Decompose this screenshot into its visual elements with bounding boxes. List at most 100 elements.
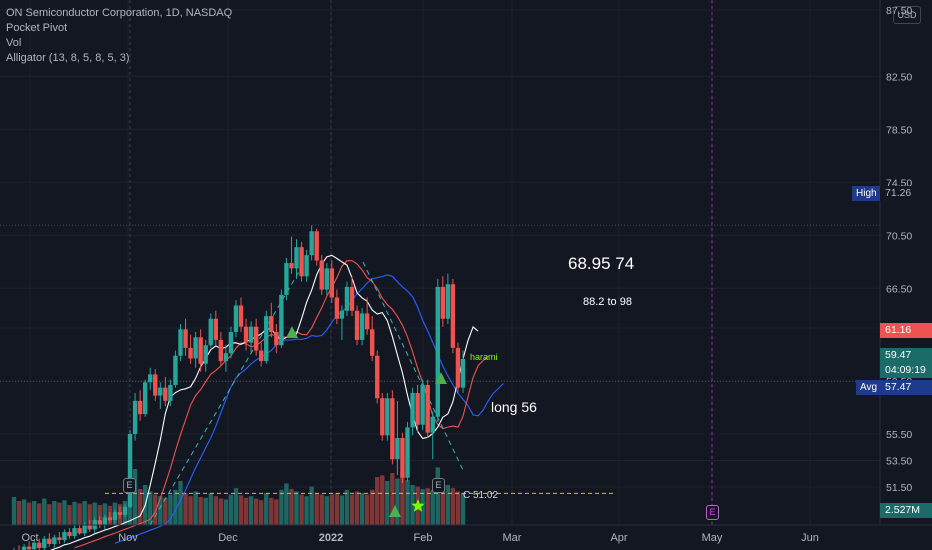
candle-body [309, 231, 314, 256]
volume-bar [420, 489, 425, 525]
pocket-pivot-triangle [389, 505, 401, 517]
volume-bar [92, 502, 97, 525]
c-value-label: C 51.02 [463, 490, 499, 501]
candle-body [112, 512, 118, 521]
candle-body [380, 398, 385, 436]
volume-bar [329, 494, 335, 525]
y-tick-label: 70.50 [886, 230, 912, 242]
volume-bar [430, 489, 435, 525]
candle-body [430, 416, 435, 433]
candle-body [37, 542, 42, 548]
volume-bar [132, 469, 138, 525]
volume-bar [178, 481, 183, 525]
volume-bar [375, 477, 380, 525]
pocket-pivot-markers [286, 326, 447, 517]
volume-bar [102, 503, 108, 525]
volume-bar [21, 499, 27, 525]
volume-bar [198, 497, 203, 525]
volume-bar [304, 496, 309, 525]
volume-bar [289, 489, 294, 525]
volume-bar [31, 501, 37, 525]
volume-bar [450, 488, 456, 525]
candle-body [218, 339, 224, 362]
candle-body [72, 528, 77, 537]
volume-bar [87, 504, 92, 525]
volume-bar [324, 496, 329, 525]
volume-bar [153, 494, 158, 525]
volume-bar [137, 489, 143, 525]
range-annotation[interactable]: 88.2 to 98 [583, 296, 632, 308]
indicator-alligator[interactable]: Alligator (13, 8, 5, 8, 5, 3) [6, 52, 130, 64]
candle-body [395, 437, 400, 460]
volume-bar [253, 498, 259, 525]
volume-bar [390, 473, 395, 525]
volume-bar [339, 495, 345, 525]
earnings-icon[interactable]: E [706, 505, 719, 520]
volume-bar [248, 496, 254, 525]
candle-body [339, 310, 345, 319]
indicator-volume[interactable]: Vol [6, 37, 22, 49]
candle-body [132, 400, 138, 434]
volume-bar [425, 488, 430, 525]
earnings-icon[interactable]: E [123, 478, 136, 493]
volume-bar [309, 486, 314, 525]
volume-bar [380, 475, 385, 525]
long-annotation[interactable]: long 56 [491, 399, 537, 415]
indicator-pocket-pivot[interactable]: Pocket Pivot [6, 22, 68, 34]
earnings-icon[interactable]: E [432, 478, 445, 493]
x-tick-label: Feb [414, 532, 433, 544]
candle-body [359, 313, 365, 340]
candle-body [445, 284, 451, 319]
y-tick-label: 87.50 [886, 5, 912, 17]
candle-body [415, 392, 420, 425]
volume-bar [269, 497, 274, 525]
volume-bar [259, 500, 264, 525]
candle-body [127, 434, 133, 507]
target-annotation[interactable]: 68.95 74 [568, 254, 635, 273]
volume-bar [37, 503, 42, 525]
y-tick-label: 53.50 [886, 456, 912, 468]
currency-button[interactable]: USD [893, 6, 921, 24]
candle-body [62, 532, 67, 540]
candle-body [163, 387, 168, 401]
candle-body [269, 316, 274, 332]
candle-body [364, 313, 370, 330]
y-tick-label: 78.50 [886, 124, 912, 136]
candle-body [107, 517, 113, 521]
x-tick-label: May [702, 532, 723, 544]
volume-bar [26, 502, 32, 525]
candle-body [117, 512, 123, 515]
candle-body [21, 546, 27, 550]
y-tick-label: 51.50 [886, 482, 912, 494]
candle-body [178, 329, 183, 356]
volume-bar [299, 494, 304, 525]
volume-bar [243, 497, 249, 525]
candle-body [122, 506, 128, 515]
candle-body [87, 525, 92, 530]
candle-body [31, 542, 37, 550]
y-tick-label: 82.50 [886, 71, 912, 83]
symbol-title[interactable]: ON Semiconductor Corporation, 1D, NASDAQ [6, 7, 233, 19]
avg-label: Avg [856, 380, 882, 395]
current-price-tag: 61.16 [880, 323, 932, 338]
high-label: High [852, 186, 881, 201]
volume-bar [410, 485, 415, 525]
candle-body [193, 337, 198, 359]
candle-body [405, 427, 410, 478]
volume-bar [183, 493, 188, 525]
candle-body [142, 382, 148, 415]
volume-bar [395, 478, 400, 525]
candle-body [213, 318, 218, 340]
volume-bar [460, 493, 466, 525]
candle-body [289, 263, 294, 269]
candle-body [248, 326, 254, 343]
volume-bar [223, 499, 229, 525]
volume-bar [213, 496, 218, 525]
candle-body [198, 337, 203, 364]
volume-bar [455, 491, 461, 525]
x-tick-label: 2022 [319, 532, 343, 544]
volume-bar [274, 499, 279, 525]
volume-bar [445, 485, 451, 525]
x-tick-label: Oct [21, 532, 38, 544]
